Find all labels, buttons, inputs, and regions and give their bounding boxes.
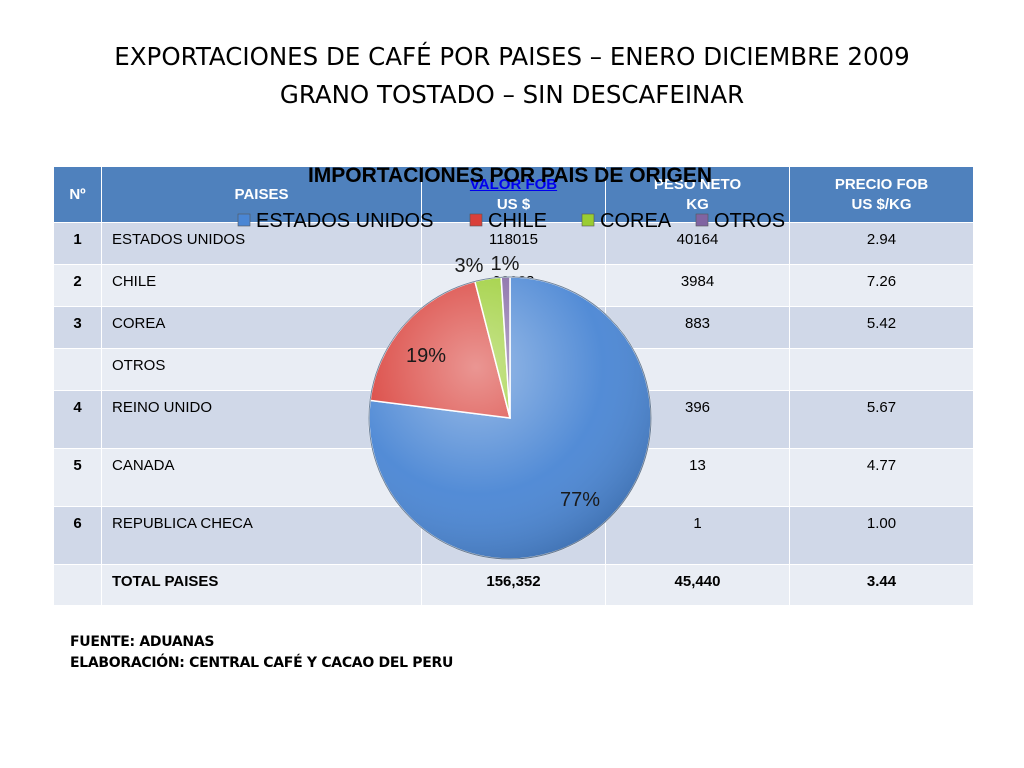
chart-title: IMPORTACIONES POR PAIS DE ORIGEN — [308, 164, 712, 187]
legend-label-otros: OTROS — [714, 210, 785, 232]
source-note: FUENTE: ADUANAS — [70, 634, 215, 650]
total-value: 156,352 — [421, 564, 606, 606]
footnotes: FUENTE: ADUANAS ELABORACIÓN: CENTRAL CAF… — [70, 632, 453, 674]
row-num: 3 — [53, 306, 102, 349]
header-num: Nº — [53, 166, 102, 223]
pie-chart: IMPORTACIONES POR PAIS DE ORIGEN ESTADOS… — [237, 164, 785, 560]
row-num: 6 — [53, 506, 102, 565]
table-row: 1 ESTADOS UNIDOS 118015 40164 2.94 — [53, 222, 974, 265]
header-weight-label: PESO NETO — [653, 175, 742, 193]
header-weight: PESO NETO KG — [605, 166, 790, 223]
author-note: ELABORACIÓN: CENTRAL CAFÉ Y CACAO DEL PE… — [70, 655, 454, 671]
row-country: ESTADOS UNIDOS — [101, 222, 422, 265]
row-num: 1 — [53, 222, 102, 265]
row-price: 1.00 — [789, 506, 974, 565]
pie-label-otros: 1% — [491, 253, 520, 275]
row-country: REINO UNIDO — [101, 390, 422, 449]
pie-label-corea: 3% — [455, 255, 484, 277]
row-price: 4.77 — [789, 448, 974, 507]
row-price — [789, 348, 974, 391]
legend-label-estados-unidos: ESTADOS UNIDOS — [256, 210, 433, 232]
pie-label-chile: 19% — [406, 345, 446, 367]
slide-title: EXPORTACIONES DE CAFÉ POR PAISES – ENERO… — [0, 38, 1024, 114]
table-total-row: TOTAL PAISES 156,352 45,440 3.44 — [53, 564, 974, 606]
row-price: 7.26 — [789, 264, 974, 307]
header-value-link[interactable]: VALOR FOB — [469, 175, 558, 193]
header-price-unit: US $/KG — [851, 195, 912, 213]
pie-labels: 77% 19% 3% 1% — [406, 253, 600, 511]
table-header-row: Nº PAISES VALOR FOB US $ PESO NETO KG PR… — [53, 166, 974, 223]
header-price-label: PRECIO FOB — [834, 175, 929, 193]
row-country: CANADA — [101, 448, 422, 507]
header-price: PRECIO FOB US $/KG — [789, 166, 974, 223]
row-num — [53, 348, 102, 391]
row-num: 5 — [53, 448, 102, 507]
legend-swatch-chile — [469, 213, 483, 227]
total-label: TOTAL PAISES — [101, 564, 422, 606]
row-num: 4 — [53, 390, 102, 449]
legend-label-corea: COREA — [600, 210, 672, 232]
total-price: 3.44 — [789, 564, 974, 606]
row-country: CHILE — [101, 264, 422, 307]
total-num — [53, 564, 102, 606]
title-line-2: GRANO TOSTADO – SIN DESCAFEINAR — [279, 80, 745, 109]
row-num: 2 — [53, 264, 102, 307]
pie-slices — [368, 276, 652, 560]
row-price: 5.42 — [789, 306, 974, 349]
row-price: 5.67 — [789, 390, 974, 449]
legend-swatch-estados-unidos — [237, 213, 251, 227]
header-value-unit: US $ — [496, 195, 531, 213]
legend-swatch-otros — [695, 213, 709, 227]
row-weight: 40164 — [605, 222, 790, 265]
pie-label-estados-unidos: 77% — [560, 489, 600, 511]
legend-label-chile: CHILE — [488, 210, 547, 232]
header-weight-unit: KG — [686, 195, 709, 213]
total-weight: 45,440 — [605, 564, 790, 606]
legend-swatch-corea — [581, 213, 595, 227]
row-value: 118015 — [421, 222, 606, 265]
row-price: 2.94 — [789, 222, 974, 265]
chart-legend: ESTADOS UNIDOS CHILE COREA OTROS — [237, 210, 785, 232]
title-line-1: EXPORTACIONES DE CAFÉ POR PAISES – ENERO… — [114, 42, 910, 71]
